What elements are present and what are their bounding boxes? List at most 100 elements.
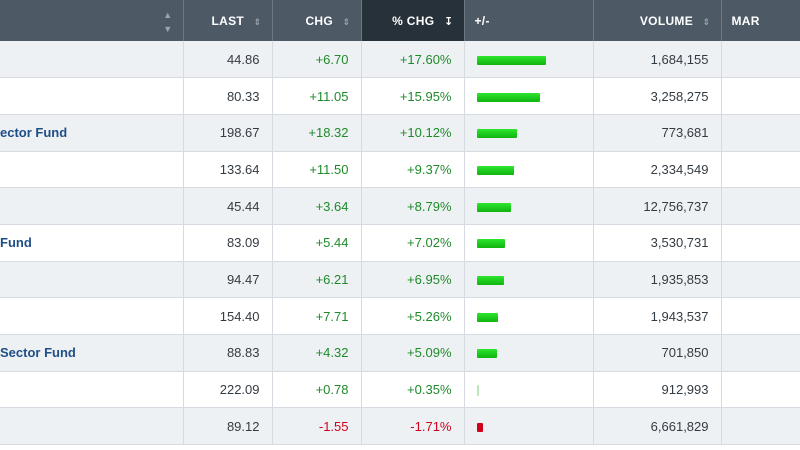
column-header-volume[interactable]: VOLUME ⇕ bbox=[593, 0, 722, 41]
table-row[interactable]: Fund 83.09 +5.44 +7.02% 3,530,731 bbox=[0, 224, 800, 262]
percent-change-cell: +17.60% bbox=[361, 41, 465, 79]
market-cell bbox=[721, 407, 800, 446]
change-bar-cell bbox=[464, 261, 594, 299]
change-bar bbox=[476, 55, 546, 65]
last-price-cell: 88.83 bbox=[183, 334, 273, 372]
fund-name-cell[interactable] bbox=[0, 77, 184, 115]
table-row[interactable]: 44.86 +6.70 +17.60% 1,684,155 bbox=[0, 41, 800, 79]
column-header-name[interactable]: ▲ ▼ bbox=[0, 0, 184, 41]
change-bar bbox=[476, 239, 505, 249]
volume-cell: 773,681 bbox=[593, 114, 722, 152]
change-bar-cell bbox=[464, 151, 594, 189]
last-price-cell: 198.67 bbox=[183, 114, 273, 152]
fund-name-cell[interactable] bbox=[0, 261, 184, 299]
percent-change-cell: +8.79% bbox=[361, 187, 465, 225]
change-bar bbox=[476, 276, 504, 286]
column-label: CHG bbox=[305, 13, 334, 28]
fund-name-cell[interactable]: ector Fund bbox=[0, 114, 184, 152]
change-bar bbox=[476, 312, 498, 322]
volume-cell: 6,661,829 bbox=[593, 407, 722, 446]
column-header-bar: +/- bbox=[464, 0, 594, 41]
volume-cell: 701,850 bbox=[593, 334, 722, 372]
column-header-last[interactable]: LAST ⇕ bbox=[183, 0, 273, 41]
table-row[interactable]: 222.09 +0.78 +0.35% 912,993 bbox=[0, 371, 800, 409]
last-price-cell: 222.09 bbox=[183, 371, 273, 409]
last-price-cell: 45.44 bbox=[183, 187, 273, 225]
table-row[interactable]: 154.40 +7.71 +5.26% 1,943,537 bbox=[0, 297, 800, 335]
change-cell: +0.78 bbox=[272, 371, 362, 409]
fund-name-cell[interactable] bbox=[0, 407, 184, 446]
table-body: 44.86 +6.70 +17.60% 1,684,155 80.33 +11.05 +15… bbox=[0, 41, 800, 446]
last-price-cell: 83.09 bbox=[183, 224, 273, 262]
last-price-cell: 80.33 bbox=[183, 77, 273, 115]
sort-icon: ▲ ▼ bbox=[163, 9, 173, 34]
fund-name-cell[interactable] bbox=[0, 297, 184, 335]
fund-name-link[interactable]: Sector Fund bbox=[0, 345, 76, 361]
volume-cell: 12,756,737 bbox=[593, 187, 722, 225]
change-bar-cell bbox=[464, 371, 594, 409]
change-bar bbox=[476, 349, 497, 359]
market-cell bbox=[721, 187, 800, 225]
change-bar-cell bbox=[464, 334, 594, 372]
column-header-market[interactable]: MAR bbox=[721, 0, 800, 41]
table-row[interactable]: 45.44 +3.64 +8.79% 12,756,737 bbox=[0, 187, 800, 225]
market-cell bbox=[721, 41, 800, 79]
column-header-pct-chg[interactable]: % CHG ↧ bbox=[361, 0, 465, 41]
market-cell bbox=[721, 297, 800, 335]
table-header-row: ▲ ▼ LAST ⇕ CHG ⇕ % CHG ↧ +/- VOLUME ⇕ bbox=[0, 0, 800, 41]
change-cell: +7.71 bbox=[272, 297, 362, 335]
market-cell bbox=[721, 334, 800, 372]
change-bar-cell bbox=[464, 114, 594, 152]
fund-name-cell[interactable] bbox=[0, 41, 184, 79]
change-cell: +3.64 bbox=[272, 187, 362, 225]
column-label: VOLUME bbox=[639, 13, 694, 28]
percent-change-cell: -1.71% bbox=[361, 407, 465, 446]
change-cell: -1.55 bbox=[272, 407, 362, 446]
table-row[interactable]: 89.12 -1.55 -1.71% 6,661,829 bbox=[0, 407, 800, 446]
table-row[interactable]: Sector Fund 88.83 +4.32 +5.09% 701,850 bbox=[0, 334, 800, 372]
last-price-cell: 94.47 bbox=[183, 261, 273, 299]
fund-name-cell[interactable] bbox=[0, 371, 184, 409]
change-bar-cell bbox=[464, 77, 594, 115]
table-row[interactable]: 80.33 +11.05 +15.95% 3,258,275 bbox=[0, 77, 800, 115]
change-bar bbox=[476, 202, 511, 212]
percent-change-cell: +5.09% bbox=[361, 334, 465, 372]
table-row[interactable]: ector Fund 198.67 +18.32 +10.12% 773,681 bbox=[0, 114, 800, 152]
market-cell bbox=[721, 371, 800, 409]
column-header-chg[interactable]: CHG ⇕ bbox=[272, 0, 362, 41]
change-bar-cell bbox=[464, 187, 594, 225]
table-row[interactable]: 133.64 +11.50 +9.37% 2,334,549 bbox=[0, 151, 800, 189]
percent-change-cell: +5.26% bbox=[361, 297, 465, 335]
column-label: MAR bbox=[731, 13, 760, 28]
change-bar bbox=[476, 422, 483, 432]
percent-change-cell: +7.02% bbox=[361, 224, 465, 262]
change-bar bbox=[476, 385, 479, 397]
change-bar bbox=[476, 92, 540, 102]
last-price-cell: 89.12 bbox=[183, 407, 273, 446]
fund-name-cell[interactable]: Fund bbox=[0, 224, 184, 262]
change-bar-cell bbox=[464, 224, 594, 262]
market-cell bbox=[721, 114, 800, 152]
volume-cell: 3,530,731 bbox=[593, 224, 722, 262]
change-bar bbox=[476, 129, 517, 139]
fund-name-cell[interactable]: Sector Fund bbox=[0, 334, 184, 372]
sort-descending-icon: ↧ bbox=[443, 15, 454, 28]
volume-cell: 3,258,275 bbox=[593, 77, 722, 115]
change-cell: +18.32 bbox=[272, 114, 362, 152]
last-price-cell: 154.40 bbox=[183, 297, 273, 335]
change-cell: +5.44 bbox=[272, 224, 362, 262]
sort-icon: ⇕ bbox=[342, 16, 351, 27]
volume-cell: 912,993 bbox=[593, 371, 722, 409]
change-cell: +6.21 bbox=[272, 261, 362, 299]
percent-change-cell: +9.37% bbox=[361, 151, 465, 189]
table-row[interactable]: 94.47 +6.21 +6.95% 1,935,853 bbox=[0, 261, 800, 299]
percent-change-cell: +6.95% bbox=[361, 261, 465, 299]
fund-name-link[interactable]: ector Fund bbox=[0, 125, 68, 141]
column-label: LAST bbox=[211, 13, 245, 28]
fund-name-cell[interactable] bbox=[0, 187, 184, 225]
column-label: % CHG bbox=[392, 13, 435, 28]
sort-icon: ⇕ bbox=[253, 16, 262, 27]
fund-name-link[interactable]: Fund bbox=[0, 235, 32, 251]
volume-cell: 1,943,537 bbox=[593, 297, 722, 335]
fund-name-cell[interactable] bbox=[0, 151, 184, 189]
